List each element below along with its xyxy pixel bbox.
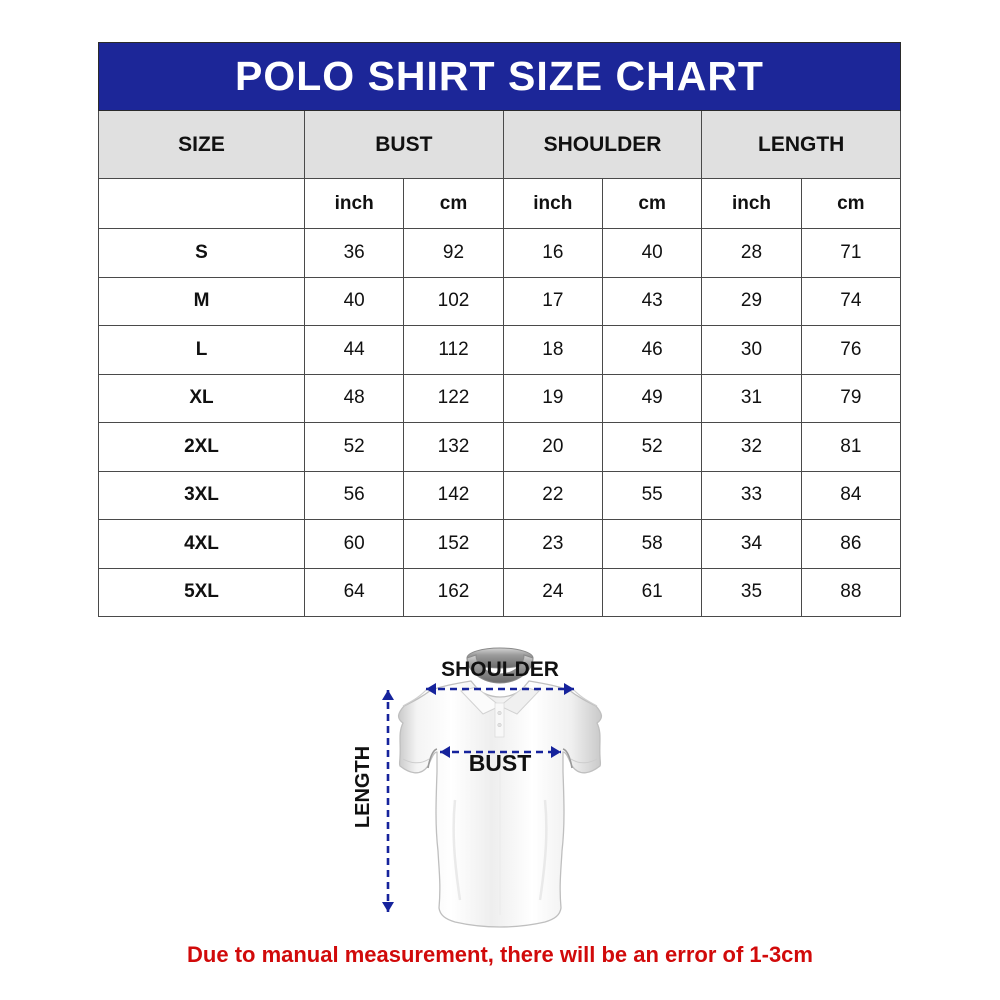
svg-text:BUST: BUST (469, 750, 532, 776)
svg-text:SHOULDER: SHOULDER (441, 658, 559, 681)
svg-text:LENGTH: LENGTH (352, 746, 374, 828)
